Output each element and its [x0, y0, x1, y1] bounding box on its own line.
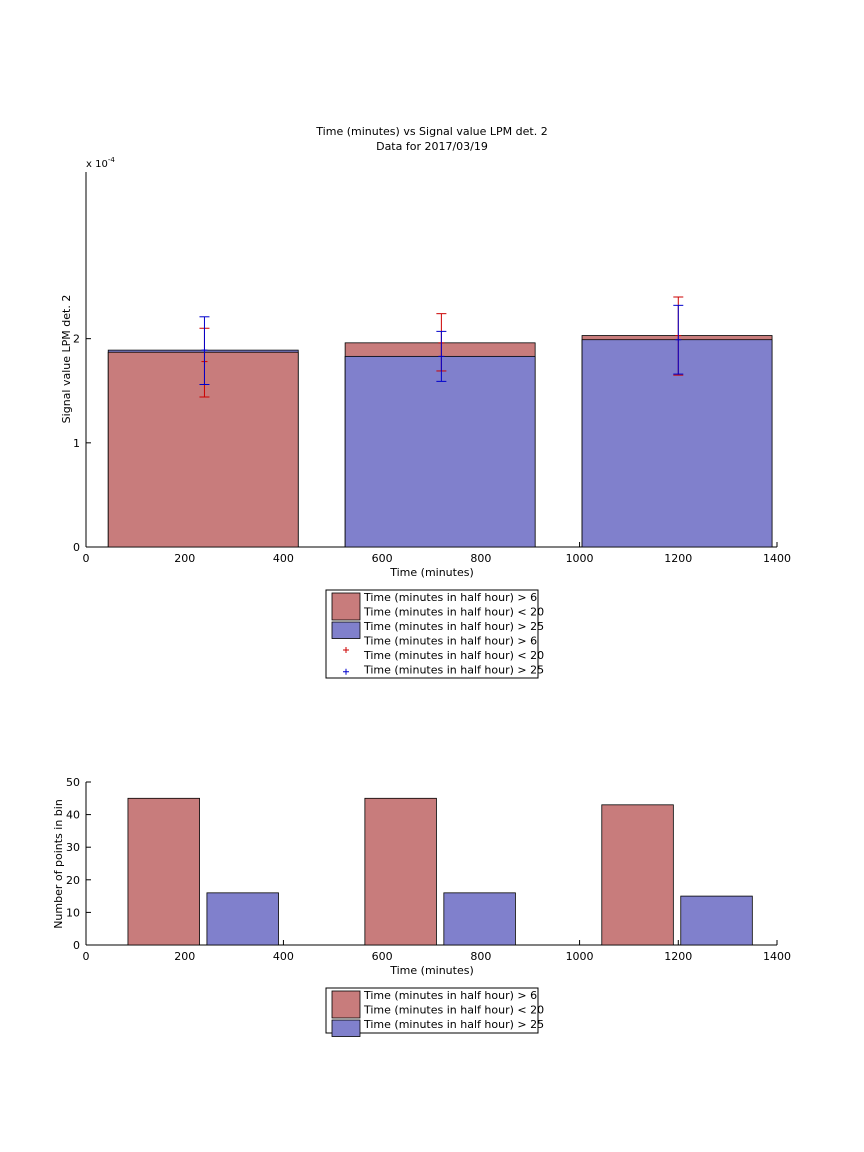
chart1-legend-label: Time (minutes in half hour) < 20	[363, 606, 544, 619]
chart1-title: Time (minutes) vs Signal value LPM det. …	[315, 125, 547, 138]
chart1-x-tick-label: 400	[273, 552, 294, 565]
chart2-bar	[601, 804, 674, 946]
chart1-x-tick-label: 800	[470, 552, 491, 565]
chart2-y-tick-label: 0	[73, 939, 80, 952]
chart2-legend-swatch	[331, 1019, 361, 1037]
chart2-y-tick-label: 50	[66, 776, 80, 789]
chart2-x-tick-label: 0	[83, 950, 90, 963]
chart1-x-tick-label: 1000	[566, 552, 594, 565]
chart2-legend-swatch	[331, 990, 361, 1019]
chart2-bar	[206, 892, 279, 946]
chart2-x-tick-label: 800	[470, 950, 491, 963]
chart2-legend-label: Time (minutes in half hour) > 6	[363, 989, 537, 1002]
chart2-x-tick-label: 600	[372, 950, 393, 963]
chart1-y-tick-label: 0	[73, 541, 80, 554]
chart2-bar	[127, 797, 200, 946]
chart1-exponent: x 10-4	[86, 156, 115, 170]
chart1-legend-box	[325, 589, 539, 679]
chart2-legend-label: Time (minutes in half hour) < 20	[363, 1004, 544, 1017]
chart1-legend-label: Time (minutes in half hour) > 6	[363, 635, 537, 648]
chart1-y-tick-label: 2	[73, 333, 80, 346]
chart2-legend: Time (minutes in half hour) > 6 Time (min…	[325, 987, 544, 1037]
chart2-legend-box	[325, 987, 539, 1034]
chart2-bar	[443, 892, 516, 946]
chart1-y-tick-label: 1	[73, 437, 80, 450]
chart1-x-tick-label: 0	[83, 552, 90, 565]
chart1-legend-label: Time (minutes in half hour) < 20	[363, 649, 544, 662]
chart1-x-tick-label: 200	[174, 552, 195, 565]
chart2-legend-label: Time (minutes in half hour) > 25	[363, 1018, 544, 1031]
chart2-bar	[364, 797, 437, 946]
chart2-plot: 0 200 400 600 800 1000 1200 1400 0 10 20 30 40 50	[66, 776, 791, 963]
chart2-y-tick-label: 30	[66, 841, 80, 854]
chart2-x-tick-label: 200	[174, 950, 195, 963]
chart2-ylabel: Number of points in bin	[52, 799, 65, 929]
chart2-x-tick-label: 1400	[763, 950, 791, 963]
chart1-legend-label: Time (minutes in half hour) > 25	[363, 664, 544, 677]
chart2-x-tick-label: 1000	[566, 950, 594, 963]
chart2-y-tick-label: 40	[66, 809, 80, 822]
chart1-legend-swatch	[331, 621, 361, 639]
chart1-x-tick-label: 1200	[664, 552, 692, 565]
chart2-y-tick-label: 20	[66, 874, 80, 887]
chart1-ylabel: Signal value LPM det. 2	[60, 295, 73, 424]
chart2-y-tick-label: 10	[66, 906, 80, 919]
chart2-bar	[680, 895, 753, 946]
chart1-bar	[581, 339, 773, 548]
chart1-subtitle: Data for 2017/03/19	[376, 140, 488, 153]
chart2-xlabel: Time (minutes)	[389, 964, 474, 977]
chart1-plot: 0 200 400 600 800 1000 1200 1400 0 1 2	[73, 172, 791, 565]
chart1-exponent-base: x 10	[86, 159, 108, 170]
chart1-legend-swatch	[331, 592, 361, 621]
chart1-legend-label: Time (minutes in half hour) > 25	[363, 620, 544, 633]
chart1-x-tick-label: 1400	[763, 552, 791, 565]
chart1-exponent-power: -4	[108, 156, 116, 164]
chart1-x-tick-label: 600	[372, 552, 393, 565]
chart1-bar	[107, 351, 299, 548]
chart1-bar	[344, 355, 536, 548]
chart1-xlabel: Time (minutes)	[389, 566, 474, 579]
chart2-x-tick-label: 1200	[664, 950, 692, 963]
chart2-x-tick-label: 400	[273, 950, 294, 963]
chart1-legend-label: Time (minutes in half hour) > 6	[363, 591, 537, 604]
